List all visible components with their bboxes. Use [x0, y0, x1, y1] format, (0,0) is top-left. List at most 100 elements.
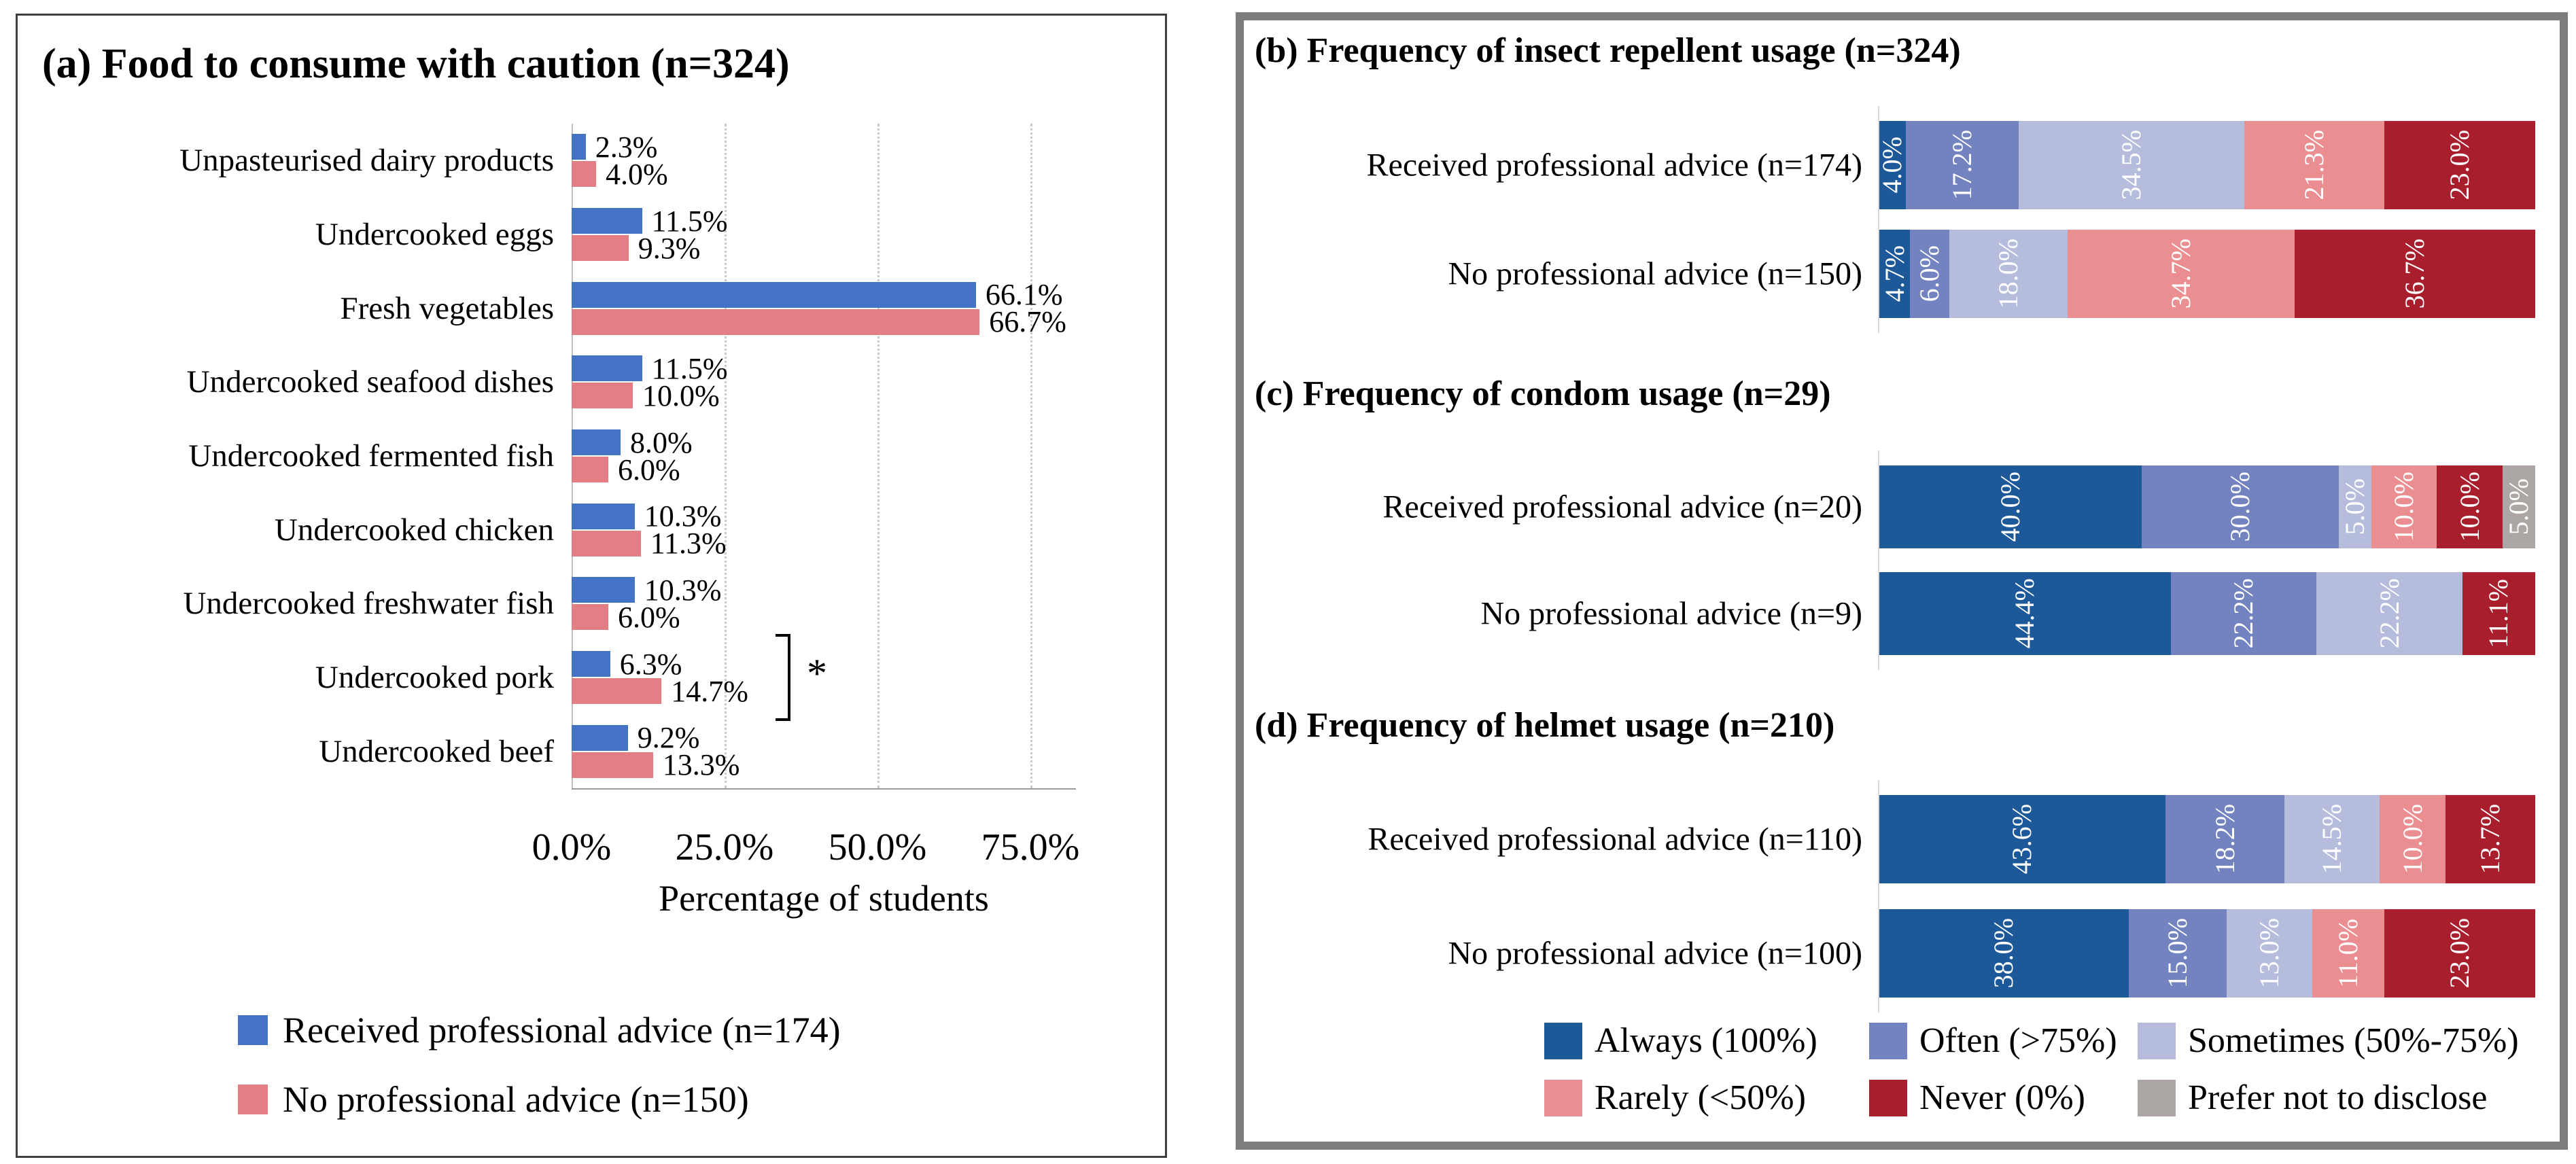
panel-a-legend: Received professional advice (n=174) No p…: [238, 1009, 841, 1148]
stacked-segment-value-label: 22.2%: [2228, 578, 2259, 649]
panel-a-bar: [572, 604, 608, 631]
stacked-segment-value-label: 40.0%: [1995, 472, 2025, 542]
stacked-segment-often: 18.2%: [2165, 795, 2285, 883]
panel-a-row: Undercooked beef 9.2% 13.3%: [319, 714, 1076, 788]
panel-a-bar: [572, 651, 610, 677]
panel-a-bar-line: 14.7%: [572, 675, 1076, 708]
panel-a-value-label: 6.3%: [619, 647, 682, 681]
panel-a-bar-line: 9.3%: [572, 232, 1076, 265]
panel-a-category-label: Undercooked chicken: [274, 512, 554, 548]
panel-right-legend-item: Sometimes (50%-75%): [2138, 1021, 2519, 1061]
panel-a-bar: [572, 503, 635, 529]
stacked-row-label: No professional advice (n=150): [1448, 255, 1862, 292]
panel-a-category-label: Unpasteurised dairy products: [179, 143, 554, 179]
panel-a-bar: [572, 752, 653, 778]
stacked-segment-always: 40.0%: [1879, 465, 2142, 548]
stacked-bar: 4.7% 6.0% 18.0% 34.7% 36.7%: [1879, 230, 2535, 318]
stacked-segment-often: 15.0%: [2128, 909, 2227, 998]
stacked-segment-value-label: 30.0%: [2224, 472, 2255, 542]
stacked-bar-axis-line: [1878, 451, 1879, 670]
panel-a-bar-line: 10.0%: [572, 379, 1076, 412]
panel-a-value-label: 6.0%: [618, 453, 680, 487]
panel-a-row: Undercooked seafood dishes 11.5% 10.0%: [187, 345, 1076, 419]
legend-label: Received professional advice (n=174): [283, 1010, 841, 1051]
panel-a-x-tick: 0.0%: [532, 826, 612, 868]
panel-a-bar: [572, 457, 608, 483]
panel-a-row: Undercooked fermented fish 8.0% 6.0%: [188, 419, 1076, 493]
legend-label: Sometimes (50%-75%): [2188, 1021, 2519, 1060]
panel-a-category-label: Undercooked seafood dishes: [186, 364, 554, 400]
stacked-row-label: No professional advice (n=9): [1480, 595, 1862, 632]
stacked-segment-rarely: 34.7%: [2067, 230, 2295, 318]
panel-a-x-tick: 75.0%: [981, 826, 1080, 868]
panel-a-category-axis-line: [572, 788, 1076, 790]
stacked-segment-always: 43.6%: [1879, 795, 2165, 883]
panel-a-bar-line: 2.3%: [572, 130, 1076, 164]
stacked-segment-value-label: 11.1%: [2483, 579, 2514, 648]
gridline-50pct: [877, 124, 880, 788]
stacked-segment-never: 13.7%: [2445, 795, 2535, 883]
stacked-bar: 43.6% 18.2% 14.5% 10.0% 13.7%: [1879, 795, 2535, 883]
panel-a-value-label: 66.7%: [989, 305, 1066, 339]
legend-swatch: [238, 1084, 268, 1114]
stacked-segment-prefer: 5.0%: [2502, 465, 2535, 548]
stacked-segment-value-label: 38.0%: [1988, 918, 2019, 989]
stacked-segment-rarely: 10.0%: [2380, 795, 2446, 883]
stacked-segment-value-label: 15.0%: [2162, 918, 2193, 989]
panel-a-value-label: 9.2%: [637, 721, 700, 755]
panel-a-category-label: Undercooked fermented fish: [188, 438, 554, 474]
stacked-bar-axis-line: [1878, 106, 1879, 333]
stacked-segment-value-label: 13.0%: [2254, 918, 2285, 989]
panel-a-value-label: 6.0%: [618, 600, 680, 634]
stacked-bar: 44.4% 22.2% 22.2% 11.1%: [1879, 572, 2535, 655]
legend-label: No professional advice (n=150): [283, 1079, 749, 1120]
panel-a-bar: [572, 308, 980, 335]
often-legend-swatch: [1869, 1022, 1907, 1059]
legend-label: Rarely (<50%): [1595, 1078, 1806, 1117]
panel-a-category-label: Undercooked beef: [319, 733, 554, 769]
stacked-segment-value-label: 34.7%: [2165, 239, 2196, 309]
sometimes-legend-swatch: [2138, 1022, 2176, 1059]
panel-a-x-axis-label: Percentage of students: [659, 878, 989, 919]
stacked-bar-axis-line: [1878, 780, 1879, 1012]
stacked-segment-value-label: 5.0%: [2503, 478, 2534, 535]
stacked-row-label: Received professional advice (n=20): [1382, 489, 1862, 525]
panel-a-bar: [572, 355, 642, 382]
panel-a-value-label: 11.3%: [650, 527, 727, 561]
stacked-segment-rarely: 10.0%: [2371, 465, 2437, 548]
panel-a-bar: [572, 281, 976, 308]
stacked-segment-value-label: 21.3%: [2299, 130, 2330, 200]
legend-label: Always (100%): [1595, 1021, 1817, 1060]
stacked-bar: 4.0% 17.2% 34.5% 21.3% 23.0%: [1877, 121, 2535, 209]
always-legend-swatch: [1544, 1022, 1582, 1059]
significance-star: *: [807, 651, 827, 696]
legend-swatch: [238, 1015, 268, 1045]
stacked-segment-value-label: 36.7%: [2399, 239, 2431, 309]
panel-a-bar: [572, 530, 641, 557]
stacked-segment-value-label: 18.0%: [1992, 239, 2023, 309]
panel-a-bar-line: 13.3%: [572, 748, 1076, 781]
stacked-bar: 40.0% 30.0% 5.0% 10.0% 10.0% 5.0%: [1879, 465, 2535, 548]
stacked-segment-value-label: 23.0%: [2443, 918, 2475, 989]
stacked-segment-never: 23.0%: [2384, 909, 2535, 998]
stacked-row-label: Received professional advice (n=110): [1368, 821, 1862, 858]
panel-a-bar-line: 10.3%: [572, 499, 1076, 533]
panel-a-bar-line: 66.7%: [572, 305, 1076, 338]
panel-a-row: Undercooked pork 6.3% 14.7% *: [315, 634, 1076, 722]
stacked-segment-never: 11.1%: [2462, 572, 2535, 655]
panel-a-food-caution: (a) Food to consume with caution (n=324)…: [16, 14, 1167, 1158]
panel-a-value-label: 8.0%: [630, 425, 693, 459]
stacked-segment-always: 4.7%: [1879, 230, 1911, 318]
panel-a-value-label: 66.1%: [985, 278, 1063, 312]
panel-a-legend-item: No professional advice (n=150): [238, 1078, 841, 1121]
stacked-segment-sometimes: 14.5%: [2284, 795, 2380, 883]
stacked-segment-value-label: 13.7%: [2474, 804, 2505, 875]
stacked-segment-value-label: 43.6%: [2006, 804, 2038, 875]
gridline-25pct: [725, 124, 727, 788]
stacked-segment-never: 23.0%: [2384, 121, 2535, 209]
panel-a-title: (a) Food to consume with caution (n=324): [42, 41, 790, 87]
stacked-segment-value-label: 5.0%: [2339, 478, 2370, 535]
panel-a-bar-rows: Unpasteurised dairy products 2.3% 4.0% Unde…: [179, 124, 1076, 788]
panel-a-bar-line: 11.5%: [572, 352, 1076, 385]
stacked-segment-sometimes: 13.0%: [2227, 909, 2312, 998]
